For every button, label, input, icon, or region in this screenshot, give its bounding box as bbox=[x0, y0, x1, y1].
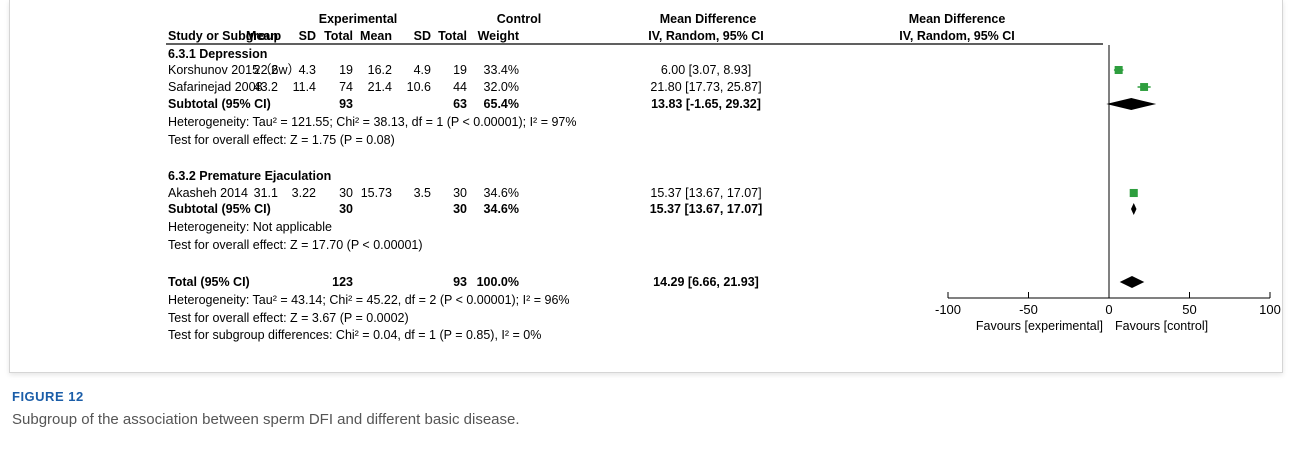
subtotal-1-ci: 13.83 [-1.65, 29.32] bbox=[651, 97, 761, 111]
figure-label: FIGURE 12 bbox=[12, 389, 84, 404]
subgroup-differences: Test for subgroup differences: Chi² = 0.… bbox=[168, 328, 541, 342]
header-experimental: Experimental bbox=[319, 12, 398, 26]
header-ctrl-total: Total bbox=[438, 29, 467, 43]
header-study: Study or Subgroup bbox=[168, 29, 282, 43]
study-3-ctrl-mean: 15.73 bbox=[361, 186, 392, 200]
study-2-ctrl-mean: 21.4 bbox=[368, 80, 392, 94]
x-tick-label-2: 0 bbox=[1105, 302, 1112, 317]
study-2-exp-total: 74 bbox=[339, 80, 353, 94]
plot-marks bbox=[1106, 65, 1157, 288]
total-heterogeneity: Heterogeneity: Tau² = 43.14; Chi² = 45.2… bbox=[168, 293, 570, 307]
favours-control-label: Favours [control] bbox=[1115, 319, 1208, 333]
study-3-ctrl-sd: 3.5 bbox=[414, 186, 431, 200]
subgroup-2-heterogeneity: Heterogeneity: Not applicable bbox=[168, 220, 332, 234]
study-3-marker bbox=[1129, 188, 1138, 198]
plot-text: Experimental Control Mean Difference Mean D… bbox=[168, 12, 1281, 342]
subgroup-2-title: 6.3.2 Premature Ejaculation bbox=[168, 169, 331, 183]
subtotal-2-weight: 34.6% bbox=[484, 202, 519, 216]
study-3-name: Akasheh 2014 bbox=[168, 186, 248, 200]
subgroup-2-overall-effect: Test for overall effect: Z = 17.70 (P < … bbox=[168, 238, 423, 252]
study-3-exp-sd: 3.22 bbox=[292, 186, 316, 200]
subtotal-1-weight: 65.4% bbox=[484, 97, 519, 111]
header-mean-difference: Mean Difference bbox=[660, 12, 757, 26]
total-overall-effect: Test for overall effect: Z = 3.67 (P = 0… bbox=[168, 311, 409, 325]
total-ctrl-total: 93 bbox=[453, 275, 467, 289]
study-3-ctrl-total: 30 bbox=[453, 186, 467, 200]
header-ctrl-sd: SD bbox=[414, 29, 431, 43]
x-tick-label-0: -100 bbox=[935, 302, 961, 317]
x-tick-label-1: -50 bbox=[1019, 302, 1038, 317]
study-3-exp-total: 30 bbox=[339, 186, 353, 200]
subtotal-2-label: Subtotal (95% CI) bbox=[168, 202, 271, 216]
study-2-weight: 32.0% bbox=[484, 80, 519, 94]
header-ci-plot: IV, Random, 95% CI bbox=[899, 29, 1015, 43]
subtotal-1-diamond bbox=[1106, 98, 1157, 110]
subtotal-1-label: Subtotal (95% CI) bbox=[168, 97, 271, 111]
subtotal-2-exp-total: 30 bbox=[339, 202, 353, 216]
subgroup-1-heterogeneity: Heterogeneity: Tau² = 121.55; Chi² = 38.… bbox=[168, 115, 576, 129]
header-weight: Weight bbox=[478, 29, 520, 43]
plot-lines bbox=[166, 43, 1271, 299]
forest-plot-panel: Experimental Control Mean Difference Mean D… bbox=[9, 0, 1283, 373]
study-2-ctrl-sd: 10.6 bbox=[407, 80, 431, 94]
header-control: Control bbox=[497, 12, 541, 26]
forest-plot: Experimental Control Mean Difference Mean D… bbox=[166, 12, 1281, 342]
study-1-exp-total: 19 bbox=[339, 63, 353, 77]
header-ctrl-mean: Mean bbox=[360, 29, 392, 43]
study-2-marker bbox=[1140, 83, 1149, 91]
total-exp-total: 123 bbox=[332, 275, 353, 289]
study-1-ctrl-sd: 4.9 bbox=[414, 63, 431, 77]
study-1-exp-mean: 22.2 bbox=[254, 63, 278, 77]
study-1-marker bbox=[1114, 65, 1123, 75]
subtotal-1-exp-total: 93 bbox=[339, 97, 353, 111]
figure-caption: Subgroup of the association between sper… bbox=[12, 411, 520, 428]
total-diamond bbox=[1119, 276, 1145, 288]
header-exp-mean: Mean bbox=[246, 29, 278, 43]
header-mean-difference-plot: Mean Difference bbox=[909, 12, 1006, 26]
header-exp-sd: SD bbox=[299, 29, 316, 43]
study-3-weight: 34.6% bbox=[484, 186, 519, 200]
total-ci: 14.29 [6.66, 21.93] bbox=[653, 275, 759, 289]
subtotal-1-ctrl-total: 63 bbox=[453, 97, 467, 111]
study-3-exp-mean: 31.1 bbox=[254, 186, 278, 200]
study-1-ctrl-total: 19 bbox=[453, 63, 467, 77]
study-1-ci: 6.00 [3.07, 8.93] bbox=[661, 63, 751, 77]
subtotal-2-ctrl-total: 30 bbox=[453, 202, 467, 216]
total-label: Total (95% CI) bbox=[168, 275, 250, 289]
subtotal-2-diamond bbox=[1131, 203, 1137, 215]
subgroup-1-overall-effect: Test for overall effect: Z = 1.75 (P = 0… bbox=[168, 133, 395, 147]
study-1-ctrl-mean: 16.2 bbox=[368, 63, 392, 77]
study-2-ci: 21.80 [17.73, 25.87] bbox=[650, 80, 761, 94]
study-1-exp-sd: 4.3 bbox=[299, 63, 316, 77]
total-weight: 100.0% bbox=[477, 275, 519, 289]
study-2-ctrl-total: 44 bbox=[453, 80, 467, 94]
study-1-weight: 33.4% bbox=[484, 63, 519, 77]
study-2-exp-sd: 11.4 bbox=[293, 80, 316, 94]
favours-experimental-label: Favours [experimental] bbox=[976, 319, 1103, 333]
study-2-name: Safarinejad 2008 bbox=[168, 80, 263, 94]
subtotal-2-ci: 15.37 [13.67, 17.07] bbox=[650, 202, 763, 216]
x-tick-label-4: 100 bbox=[1259, 302, 1281, 317]
study-2-exp-mean: 43.2 bbox=[254, 80, 278, 94]
header-exp-total: Total bbox=[324, 29, 353, 43]
header-ci: IV, Random, 95% CI bbox=[648, 29, 764, 43]
subgroup-1-title: 6.3.1 Depression bbox=[168, 47, 267, 61]
study-1-name: Korshunov 2015（6w） bbox=[168, 63, 300, 77]
study-3-ci: 15.37 [13.67, 17.07] bbox=[650, 186, 761, 200]
x-tick-label-3: 50 bbox=[1182, 302, 1196, 317]
